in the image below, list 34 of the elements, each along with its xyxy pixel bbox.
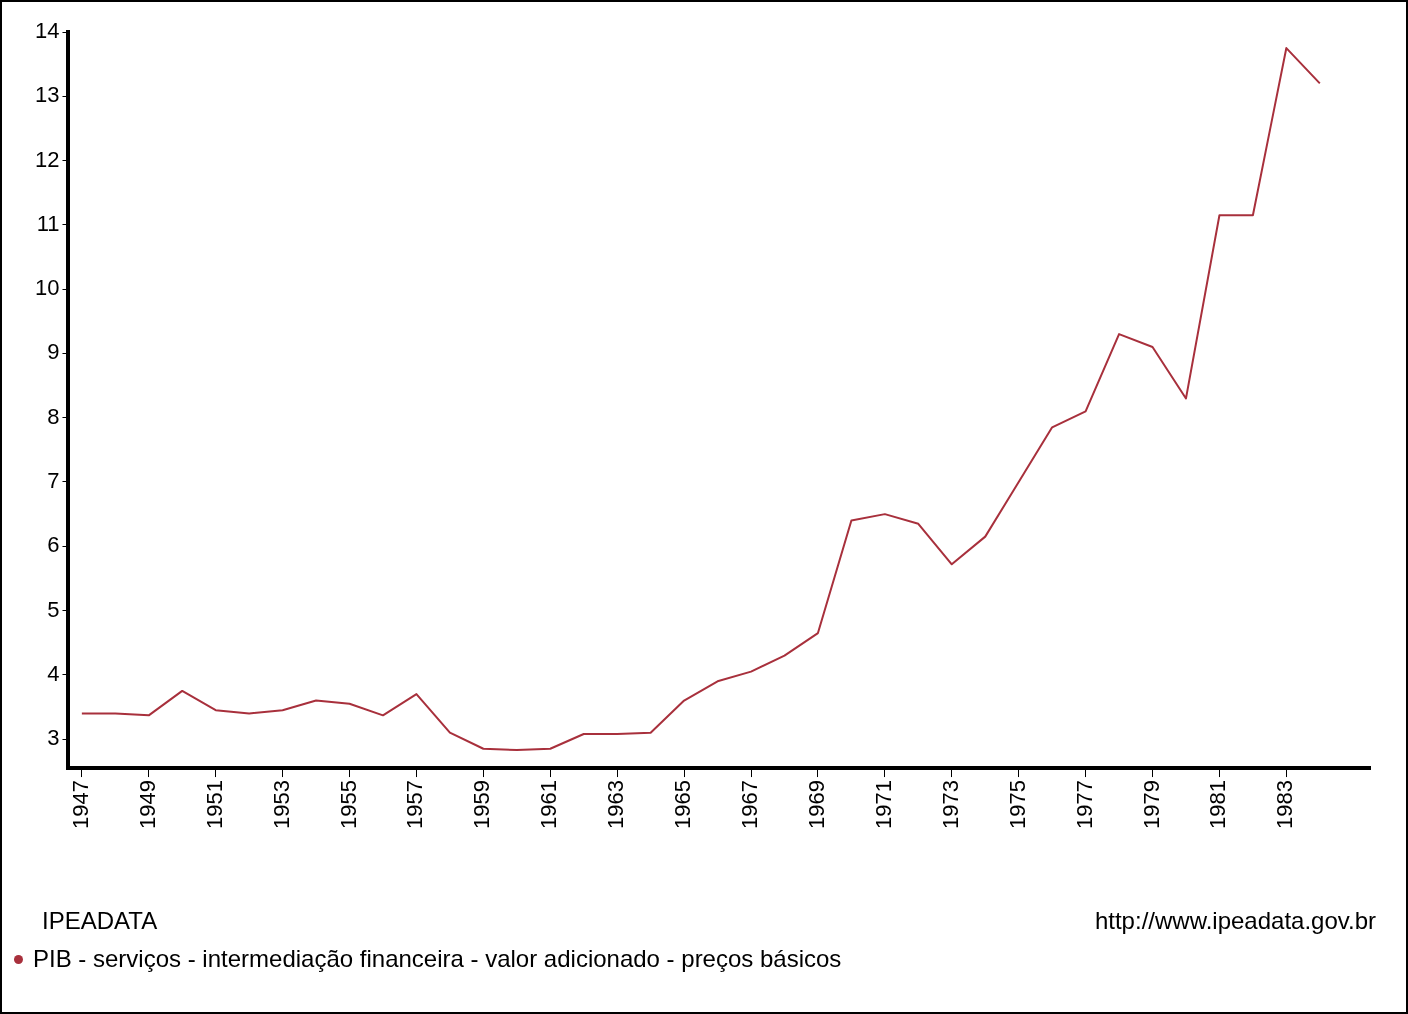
y-tick-label: 14 [34, 18, 60, 44]
x-tick-label: 1955 [335, 780, 361, 830]
y-tick-label: 11 [36, 210, 60, 236]
x-tick-label: 1953 [268, 780, 294, 830]
text: http://www.ipeadata.gov.br [1094, 907, 1376, 935]
x-tick-label: 1969 [804, 780, 829, 830]
y-tick-label: 9 [47, 339, 60, 365]
y-tick-label: 8 [47, 403, 60, 429]
y-tick-label: 10 [34, 275, 60, 301]
x-tick-label: 1947 [67, 780, 93, 830]
x-tick-label: 1967 [737, 780, 763, 830]
x-tick-label: 1981 [1205, 780, 1231, 830]
x-tick-label: 1979 [1138, 780, 1164, 830]
y-tick-label: 5 [47, 596, 60, 622]
x-tick-label: 1951 [201, 780, 227, 830]
x-tick-label: 1959 [469, 780, 495, 830]
x-tick-label: 1977 [1071, 780, 1097, 830]
x-tick-label: 1961 [536, 780, 562, 830]
x-tick-label: 1965 [670, 780, 696, 830]
x-tick-label: 1949 [134, 780, 160, 830]
y-tick-label: 7 [47, 468, 60, 494]
x-tick-label: 1975 [1004, 780, 1030, 830]
y-tick-label: 4 [47, 660, 60, 686]
y-tick-label: 13 [34, 82, 60, 108]
x-tick-label: 1963 [603, 780, 629, 830]
y-tick-label: 6 [47, 532, 60, 558]
y-tick-label: 12 [34, 146, 60, 172]
text: IPEADATA [42, 907, 158, 935]
x-tick-label: 1971 [870, 780, 896, 830]
x-tick-label: 1973 [937, 780, 963, 830]
x-tick-label: 1957 [402, 780, 428, 830]
x-tick-label: 1983 [1272, 780, 1298, 830]
y-tick-label: 3 [47, 725, 60, 751]
legend-label: PIB - serviços - intermediação financeira - valor adicionado - preços básicos [33, 945, 842, 973]
